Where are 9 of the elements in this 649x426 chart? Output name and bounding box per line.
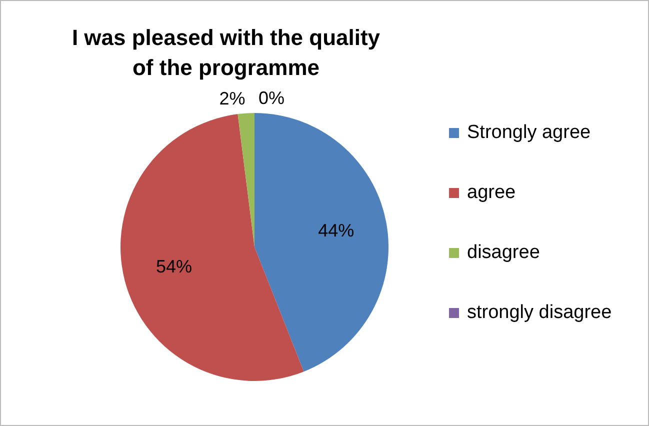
- legend-label: Strongly agree: [467, 121, 591, 145]
- legend-label: disagree: [467, 241, 540, 265]
- data-label: 2%: [219, 88, 246, 108]
- legend-label: agree: [467, 181, 516, 205]
- legend-label: strongly disagree: [467, 301, 612, 325]
- data-label: 44%: [318, 220, 354, 240]
- data-label: 54%: [156, 256, 192, 277]
- chart-title: I was pleased with the quality of the programme: [70, 24, 382, 82]
- text: 0%: [258, 88, 285, 108]
